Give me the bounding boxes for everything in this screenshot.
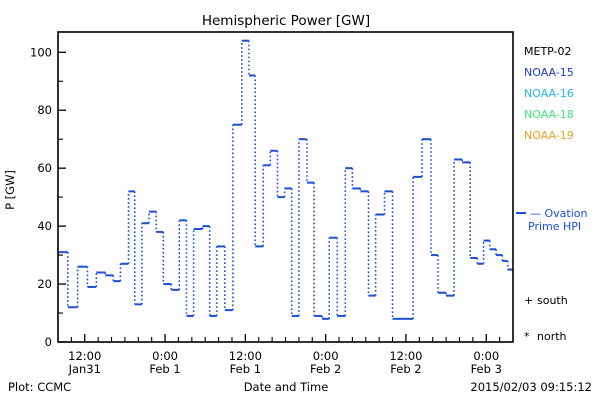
legend-item-noaa-18: NOAA-18 bbox=[524, 108, 574, 121]
y-tick-label: 0 bbox=[45, 335, 52, 349]
x-tick-label-time: 0:00 bbox=[152, 349, 178, 363]
y-tick-label: 40 bbox=[37, 219, 52, 233]
footer-plot-source: Plot: CCMC bbox=[8, 380, 71, 394]
y-axis-label: P [GW] bbox=[3, 170, 17, 210]
x-tick-label-date: Feb 1 bbox=[230, 362, 261, 376]
legend-satellite-list: METP-02 NOAA-15 NOAA-16 NOAA-18 NOAA-19 bbox=[524, 45, 574, 142]
x-axis-minor-ticks bbox=[70, 337, 501, 342]
legend-item-noaa-15: NOAA-15 bbox=[524, 66, 574, 79]
legend-item-noaa-19: NOAA-19 bbox=[524, 129, 574, 142]
legend-item-noaa-16: NOAA-16 bbox=[524, 87, 574, 100]
plot-frame bbox=[57, 31, 514, 343]
marker-north-symbol: * bbox=[524, 330, 530, 343]
x-tick-label-time: 0:00 bbox=[313, 349, 339, 363]
y-tick-label: 80 bbox=[37, 103, 52, 117]
series-paths bbox=[58, 39, 513, 320]
y-axis-ticks: 0 20 40 60 80 100 bbox=[30, 45, 66, 349]
x-tick-label-time: 0:00 bbox=[473, 349, 499, 363]
x-tick-label-time: 12:00 bbox=[229, 349, 262, 363]
ovation-legend-label-line1: — Ovation bbox=[530, 207, 588, 220]
marker-south-symbol: + bbox=[524, 294, 533, 307]
footer-timestamp: 2015/02/03 09:15:12 bbox=[470, 380, 592, 394]
marker-north-label: north bbox=[537, 330, 567, 343]
x-tick-label-date: Feb 2 bbox=[390, 362, 421, 376]
x-axis-ticks bbox=[84, 334, 487, 342]
ovation-prime-hpi-series bbox=[58, 39, 513, 320]
x-tick-label-time: 12:00 bbox=[389, 349, 422, 363]
ovation-legend-label-line2: Prime HPI bbox=[528, 220, 581, 233]
legend-item-metp-02: METP-02 bbox=[524, 45, 572, 58]
x-tick-label-date: Feb 3 bbox=[471, 362, 502, 376]
x-tick-label-date: Feb 1 bbox=[149, 362, 180, 376]
y-tick-label: 60 bbox=[37, 161, 52, 175]
marker-south-label: south bbox=[537, 294, 568, 307]
x-tick-label-date: Feb 2 bbox=[310, 362, 341, 376]
chart-title: Hemispheric Power [GW] bbox=[202, 13, 370, 29]
y-tick-label: 100 bbox=[30, 45, 52, 59]
x-tick-label-time: 12:00 bbox=[68, 349, 101, 363]
x-tick-label-date: Jan31 bbox=[68, 362, 101, 376]
x-axis-title: Date and Time bbox=[244, 380, 329, 394]
y-tick-label: 20 bbox=[37, 277, 52, 291]
